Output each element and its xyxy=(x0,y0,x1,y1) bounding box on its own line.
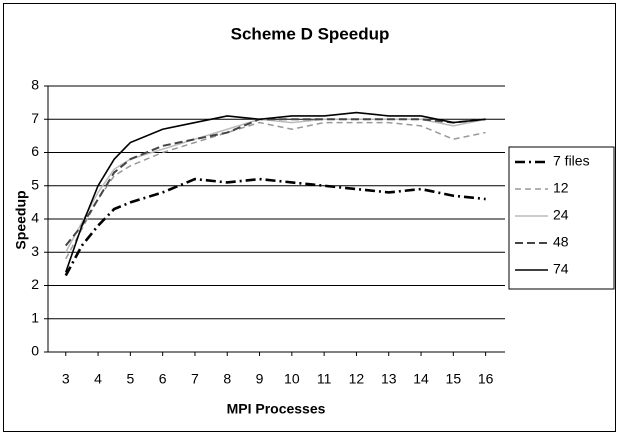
legend-label: 48 xyxy=(553,234,569,250)
x-tick-label: 16 xyxy=(478,371,494,387)
y-tick-label: 4 xyxy=(31,210,39,226)
x-tick-label: 8 xyxy=(223,371,231,387)
x-tick-label: 10 xyxy=(284,371,300,387)
x-tick-label: 15 xyxy=(446,371,462,387)
legend-box xyxy=(508,146,615,290)
x-tick-label: 9 xyxy=(256,371,264,387)
x-tick-label: 6 xyxy=(159,371,167,387)
x-tick-label: 3 xyxy=(62,371,70,387)
y-tick-label: 0 xyxy=(31,343,39,359)
x-tick-label: 13 xyxy=(381,371,397,387)
y-tick-label: 1 xyxy=(31,309,39,325)
y-tick-label: 8 xyxy=(31,77,39,93)
y-tick-label: 6 xyxy=(31,143,39,159)
legend-label: 7 files xyxy=(553,153,590,169)
legend-label: 74 xyxy=(553,261,569,277)
x-axis-label: MPI Processes xyxy=(227,401,326,417)
x-tick-label: 7 xyxy=(191,371,199,387)
legend-label: 12 xyxy=(553,180,569,196)
x-tick-label: 11 xyxy=(317,371,332,387)
series-line xyxy=(64,118,486,247)
chart-title: Scheme D Speedup xyxy=(231,24,390,43)
series-line xyxy=(64,177,486,277)
y-tick-label: 3 xyxy=(31,243,39,259)
y-tick-label: 5 xyxy=(31,176,39,192)
series-line xyxy=(65,111,486,273)
x-tick-label: 12 xyxy=(349,371,365,387)
series-line xyxy=(65,121,486,260)
legend-label: 24 xyxy=(553,207,569,223)
y-axis-label: Speedup xyxy=(13,190,29,249)
x-tick-label: 5 xyxy=(126,371,134,387)
y-tick-label: 7 xyxy=(31,110,39,126)
x-tick-label: 14 xyxy=(413,371,429,387)
y-tick-label: 2 xyxy=(31,276,39,292)
x-tick-label: 4 xyxy=(94,371,102,387)
